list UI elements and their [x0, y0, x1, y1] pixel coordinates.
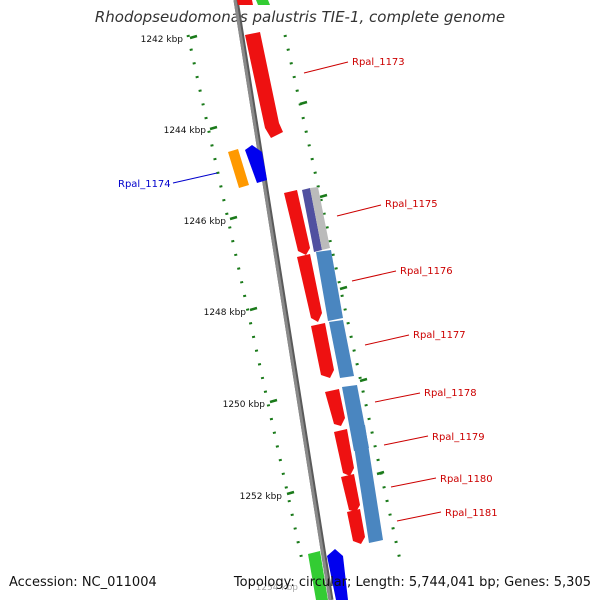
gene-rpal-1177-steel[interactable]	[329, 320, 354, 378]
gene-rpal-1176-red[interactable]	[297, 254, 322, 322]
genome-backbone	[233, 0, 332, 600]
scale-labels: 1242 kbp 1244 kbp 1246 kbp 1248 kbp 1250…	[141, 35, 299, 593]
scale-label-1250: 1250 kbp	[223, 400, 266, 410]
gene-label-rpal-1177[interactable]: Rpal_1177	[413, 330, 466, 341]
gene-rpal-1180-red[interactable]	[341, 474, 360, 512]
gene-rpal-1175-red[interactable]	[284, 190, 310, 255]
scale-label-1252: 1252 kbp	[240, 492, 283, 502]
gene-rpal-1175-blue[interactable]	[302, 188, 322, 252]
scale-label-1254: 1254 kbp	[256, 583, 299, 593]
gene-rpal-1176-steel[interactable]	[316, 250, 343, 321]
gene-label-rpal-1178[interactable]: Rpal_1178	[424, 388, 477, 399]
gene-rpal-1173[interactable]	[245, 32, 283, 138]
scale-label-1248: 1248 kbp	[204, 308, 247, 318]
gene-label-rpal-1180[interactable]: Rpal_1180	[440, 474, 493, 485]
gene-label-rpal-1176[interactable]: Rpal_1176	[400, 266, 453, 277]
gene-bottom-blue[interactable]	[327, 549, 348, 600]
gene-rpal-1179-steel[interactable]	[351, 425, 383, 543]
gene-rpal-1178-red[interactable]	[325, 389, 345, 426]
gene-rpal-1175-gray[interactable]	[310, 187, 330, 250]
gene-labels: Rpal_1173 Rpal_1174 Rpal_1175 Rpal_1176 …	[118, 57, 498, 519]
right-ticks	[299, 100, 385, 476]
topology-label: Topology: circular; Length: 5,744,041 bp…	[233, 575, 591, 590]
scale-label-1244: 1244 kbp	[164, 126, 207, 136]
scale-label-1242: 1242 kbp	[141, 35, 184, 45]
scale-label-1246: 1246 kbp	[184, 217, 227, 227]
gene-top-green-partial[interactable]	[256, 0, 270, 5]
gene-rpal-1177-red[interactable]	[311, 323, 334, 378]
gene-rpal-1179-red[interactable]	[334, 429, 354, 476]
gene-label-rpal-1175[interactable]: Rpal_1175	[385, 199, 438, 210]
gene-label-leaders	[172, 61, 442, 522]
gene-label-rpal-1173[interactable]: Rpal_1173	[352, 57, 405, 68]
gene-top-red-partial[interactable]	[237, 0, 253, 5]
gene-blue-1174[interactable]	[245, 145, 267, 183]
gene-label-rpal-1181[interactable]: Rpal_1181	[445, 508, 498, 519]
accession-label: Accession: NC_011004	[9, 575, 157, 590]
gene-label-rpal-1179[interactable]: Rpal_1179	[432, 432, 485, 443]
gene-label-rpal-1174[interactable]: Rpal_1174	[118, 179, 171, 190]
gene-orange-1174a[interactable]	[228, 149, 249, 188]
map-title: Rhodopseudomonas palustris TIE-1, comple…	[94, 8, 506, 26]
gene-bottom-green[interactable]	[308, 551, 328, 600]
left-major-ticks	[189, 34, 295, 496]
gene-rpal-1181-red[interactable]	[347, 509, 365, 544]
